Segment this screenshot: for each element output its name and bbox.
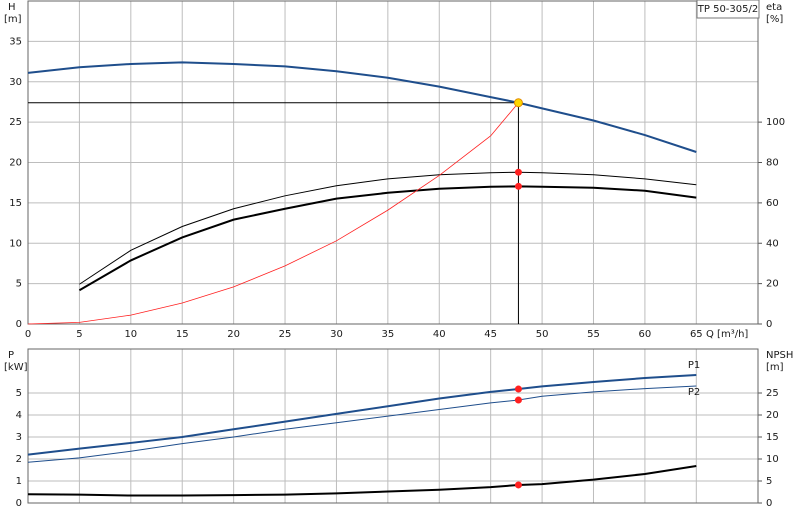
y-tick-label: 15	[9, 198, 22, 209]
x-tick-label: 60	[639, 329, 652, 340]
y-tick-label: 0	[16, 498, 22, 509]
y2-axis-unit: [%]	[766, 14, 783, 25]
x-tick-label: 55	[587, 329, 600, 340]
plot-frame	[27, 0, 759, 325]
x-axis-label: Q [m³/h]	[706, 329, 748, 340]
x-tick-label: 35	[381, 329, 394, 340]
y2-tick-label: 100	[766, 117, 785, 128]
x-tick-label: 50	[536, 329, 549, 340]
y2-tick-label: 0	[766, 319, 772, 330]
y-axis-label: H	[8, 2, 16, 13]
x-tick-label: 10	[124, 329, 137, 340]
series-label: P1	[688, 360, 700, 371]
y2-tick-label: 60	[766, 198, 779, 209]
y-tick-label: 20	[9, 158, 22, 169]
duty-point	[514, 182, 522, 190]
operating-point	[513, 98, 523, 108]
x-tick-label: 5	[76, 329, 82, 340]
y-tick-label: 1	[16, 476, 22, 487]
annotation-box	[696, 0, 760, 19]
y-axis-label: P	[8, 350, 14, 361]
series-line	[27, 385, 697, 463]
y-tick-label: 2	[16, 454, 22, 465]
y-tick-label: 4	[16, 410, 22, 421]
series-label: P2	[688, 387, 700, 398]
y-tick-label: 25	[9, 117, 22, 128]
y2-tick-label: 5	[766, 476, 772, 487]
y2-axis-label: eta	[766, 2, 782, 13]
x-tick-label: 0	[25, 329, 31, 340]
duty-point	[514, 385, 522, 393]
plot-frame	[27, 348, 759, 504]
y2-tick-label: 80	[766, 158, 779, 169]
y-tick-label: 5	[16, 279, 22, 290]
y2-tick-label: 0	[766, 498, 772, 509]
y-tick-label: 30	[9, 77, 22, 88]
y-tick-label: 5	[16, 388, 22, 399]
series-line	[27, 465, 697, 497]
y2-axis-unit: [m]	[766, 362, 784, 373]
series-line	[78, 185, 697, 292]
y-tick-label: 10	[9, 238, 22, 249]
series-line	[79, 171, 697, 285]
y-tick-label: 0	[16, 319, 22, 330]
duty-point	[514, 168, 522, 176]
y-axis-unit: [kW]	[4, 362, 28, 373]
annotation: TP 50-305/2	[697, 4, 758, 15]
y-axis-unit: [m]	[4, 14, 22, 25]
duty-point	[514, 481, 522, 489]
y2-tick-label: 25	[766, 388, 779, 399]
series-line	[27, 61, 697, 153]
y2-axis-label: NPSH	[766, 350, 793, 361]
y2-tick-label: 20	[766, 279, 779, 290]
y2-tick-label: 15	[766, 432, 779, 443]
x-tick-label: 40	[433, 329, 446, 340]
x-tick-label: 30	[330, 329, 343, 340]
y-tick-label: 35	[9, 36, 22, 47]
x-tick-label: 15	[176, 329, 189, 340]
x-tick-label: 25	[279, 329, 292, 340]
x-tick-label: 45	[484, 329, 497, 340]
y2-tick-label: 20	[766, 410, 779, 421]
y2-tick-label: 40	[766, 238, 779, 249]
series-line	[27, 102, 519, 325]
x-tick-label: 65	[690, 329, 703, 340]
series-line	[27, 373, 697, 456]
duty-point	[514, 396, 522, 404]
y-tick-label: 3	[16, 432, 22, 443]
y2-tick-label: 10	[766, 454, 779, 465]
x-tick-label: 20	[227, 329, 240, 340]
